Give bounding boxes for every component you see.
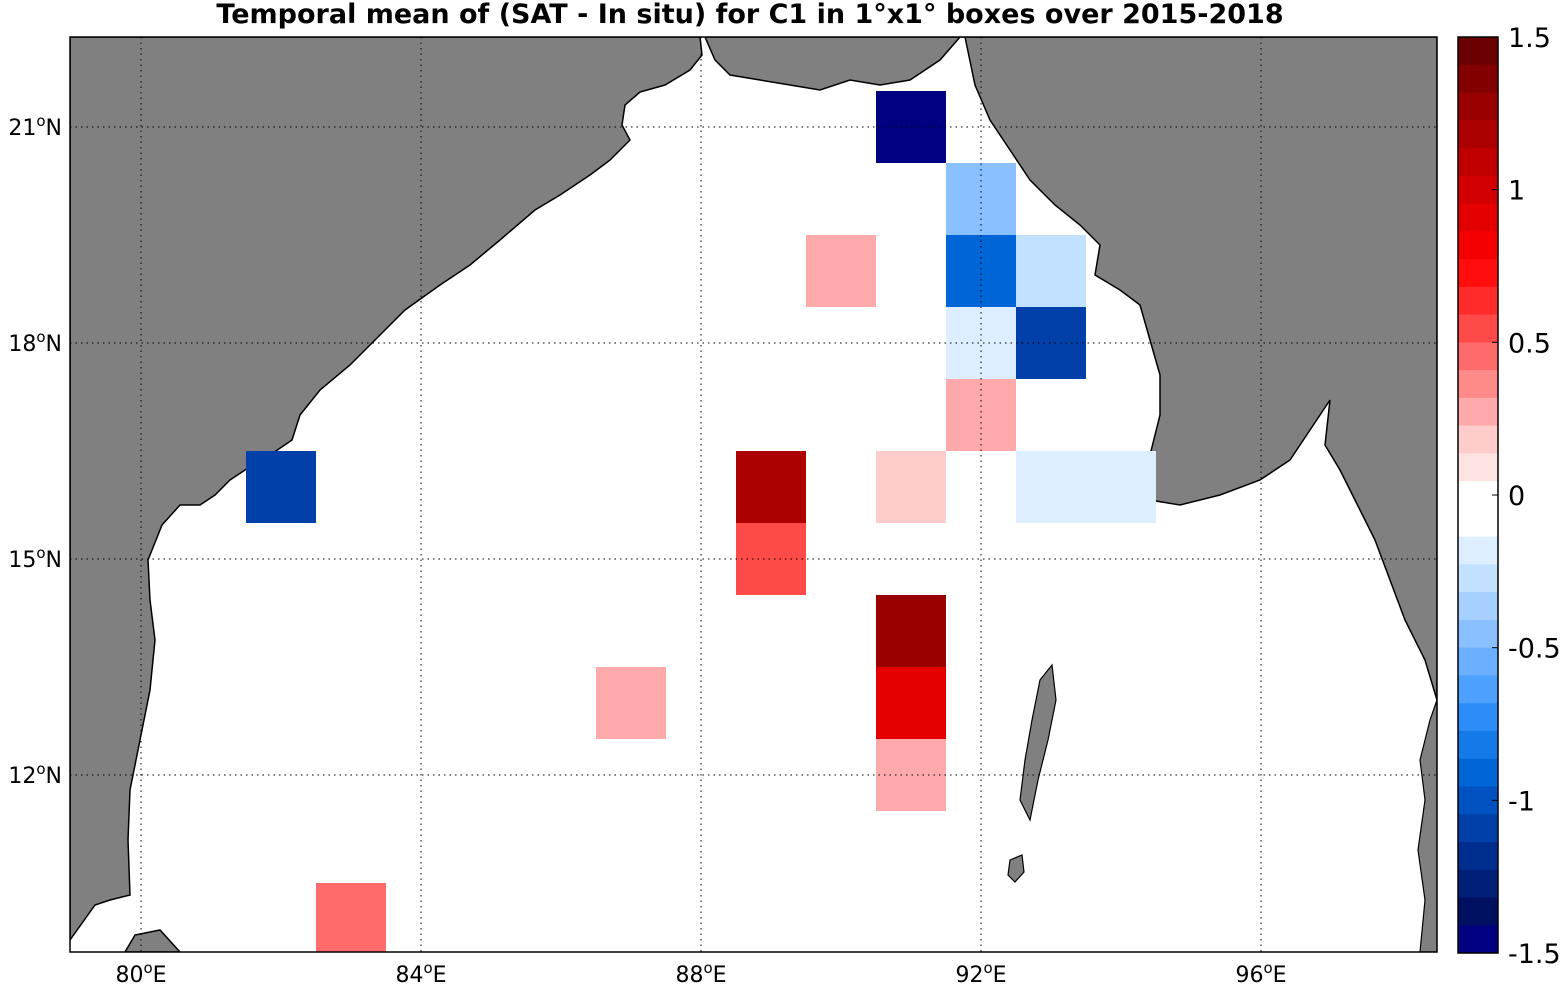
x-tick-label: 80oE	[115, 959, 166, 984]
land-myanmar	[704, 37, 1437, 701]
colorbar-segment	[1458, 314, 1498, 343]
y-tick-label: 15oN	[8, 544, 62, 573]
plot-frame	[69, 36, 1438, 953]
colorbar-segment	[1458, 841, 1498, 871]
colorbar-ticks: 1.5 1 0.5 0 -0.5 -1 -1.5	[1492, 23, 1561, 970]
colorbar-segment	[1458, 64, 1498, 94]
heatmap-cell	[876, 739, 946, 811]
heatmap-cell	[316, 883, 386, 952]
land-little-andaman	[1007, 854, 1025, 883]
heatmap-cell	[246, 451, 316, 523]
colorbar-segment	[1458, 647, 1498, 676]
colorbar-segment	[1458, 231, 1498, 260]
colorbar-tick-label: -1.5	[1508, 939, 1561, 970]
x-axis-ticks: 80oE 84oE 88oE 92oE 96oE	[115, 959, 1286, 984]
colorbar-segment	[1458, 453, 1498, 482]
colorbar-segment	[1458, 564, 1498, 593]
graticule	[70, 37, 1437, 952]
heatmap-cell	[1016, 235, 1086, 307]
colorbar-tick-label: 0	[1508, 481, 1525, 512]
chart-title: Temporal mean of (SAT - In situ) for C1 …	[216, 0, 1284, 30]
colorbar-segment	[1458, 703, 1498, 732]
colorbar-tick-label: 1	[1508, 176, 1525, 207]
colorbar-segment	[1458, 592, 1498, 621]
colorbar-segment	[1458, 675, 1498, 704]
heatmap-cell	[876, 451, 946, 523]
x-tick-label: 84oE	[395, 959, 446, 984]
colorbar-segment	[1458, 508, 1498, 538]
y-tick-label: 12oN	[8, 760, 62, 789]
colorbar-segment	[1458, 425, 1498, 454]
colorbar-segment	[1458, 259, 1498, 288]
land-andaman	[1019, 663, 1057, 822]
heatmap-cell	[876, 595, 946, 667]
heatmap-cell	[876, 91, 946, 163]
colorbar-segment	[1458, 342, 1498, 371]
colorbar	[1457, 36, 1499, 954]
colorbar-segment	[1458, 925, 1498, 954]
colorbar-segment	[1458, 730, 1498, 760]
colorbar-segment	[1458, 397, 1498, 427]
colorbar-segment	[1458, 536, 1498, 565]
map-area	[70, 37, 1437, 952]
heatmap-cell	[736, 451, 806, 523]
colorbar-segment	[1458, 758, 1498, 787]
colorbar-segment	[1458, 786, 1498, 815]
colorbar-segment	[1458, 869, 1498, 898]
heatmap-cell	[1016, 307, 1086, 379]
x-tick-label: 92oE	[955, 959, 1006, 984]
colorbar-segment	[1458, 897, 1498, 926]
heatmap-cells	[246, 91, 1156, 952]
land-india	[70, 37, 703, 942]
colorbar-tick-label: -1	[1508, 786, 1535, 817]
land-malay	[1417, 699, 1437, 952]
colorbar-tick-label: -0.5	[1508, 634, 1561, 665]
colorbar-segment	[1458, 286, 1498, 316]
y-tick-label: 18oN	[8, 328, 62, 357]
y-axis-ticks: 21oN 18oN 15oN 12oN	[8, 112, 62, 789]
heatmap-cell	[1016, 451, 1086, 523]
colorbar-segment	[1458, 203, 1498, 232]
colorbar-segment	[1458, 92, 1498, 121]
y-tick-label: 21oN	[8, 112, 62, 141]
colorbar-tick-label: 1.5	[1508, 23, 1551, 54]
colorbar-segment	[1458, 37, 1498, 66]
heatmap-cell	[1086, 451, 1156, 523]
colorbar-segment	[1458, 148, 1498, 177]
colorbar-segment	[1458, 175, 1498, 205]
x-tick-label: 96oE	[1235, 959, 1286, 984]
colorbar-segment	[1458, 370, 1498, 399]
colorbar-tick-label: 0.5	[1508, 328, 1551, 359]
land-srilanka	[124, 929, 182, 952]
colorbar-segment	[1458, 120, 1498, 149]
colorbar-segment	[1458, 481, 1498, 510]
colorbar-segment	[1458, 814, 1498, 843]
heatmap-cell	[806, 235, 876, 307]
x-tick-label: 88oE	[675, 959, 726, 984]
heatmap-cell	[596, 667, 666, 739]
colorbar-segment	[1458, 619, 1498, 649]
heatmap-cell	[876, 667, 946, 739]
